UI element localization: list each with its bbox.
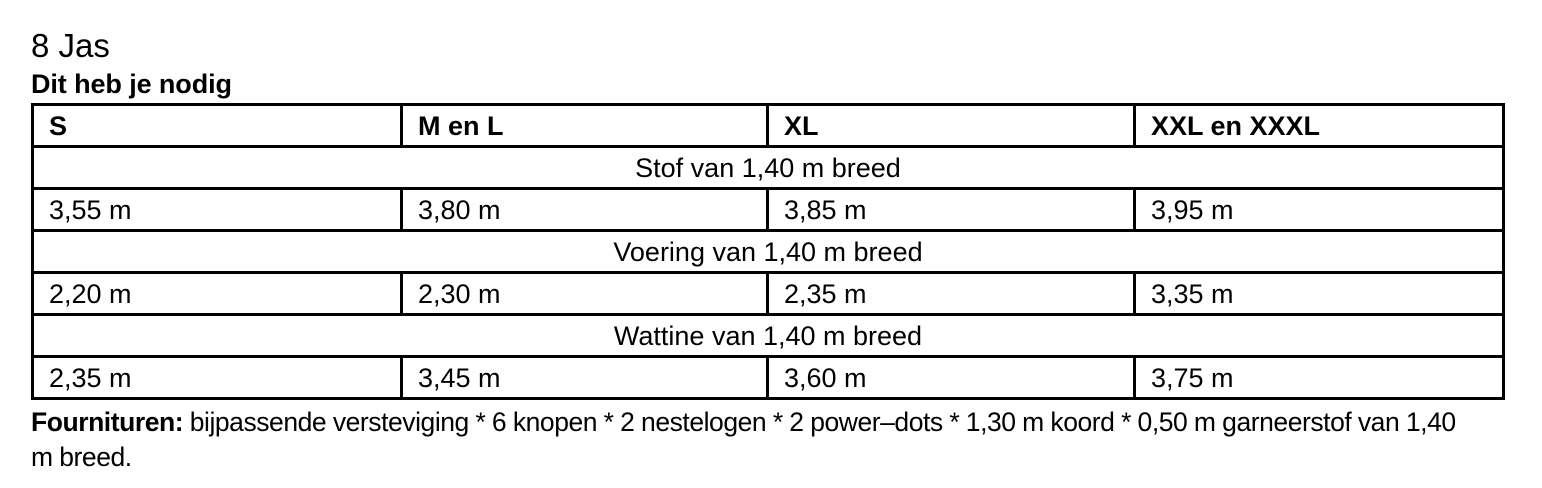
section-label-wattine: Wattine van 1,40 m breed	[32, 314, 1504, 358]
section-header-row: Wattine van 1,40 m breed	[32, 314, 1504, 358]
table-header-row: S M en L XL XXL en XXXL	[32, 104, 1504, 148]
cell-stof-m-en-l: 3,80 m	[400, 188, 768, 232]
page-subtitle: Dit heb je nodig	[31, 69, 232, 99]
cell-stof-s: 3,55 m	[32, 188, 402, 232]
table-row: 3,55 m 3,80 m 3,85 m 3,95 m	[32, 188, 1504, 232]
column-header-xl: XL	[766, 104, 1135, 148]
cell-wattine-m-en-l: 3,45 m	[400, 356, 768, 399]
cell-stof-xxl-en-xxxl: 3,95 m	[1133, 188, 1504, 232]
section-label-stof: Stof van 1,40 m breed	[32, 146, 1504, 190]
section-header-row: Stof van 1,40 m breed	[32, 146, 1504, 190]
section-label-voering: Voering van 1,40 m breed	[32, 230, 1504, 274]
cell-wattine-s: 2,35 m	[49, 362, 132, 393]
section-header-row: Voering van 1,40 m breed	[32, 230, 1504, 274]
column-header-m-en-l: M en L	[400, 104, 768, 148]
cell-voering-xxl-en-xxxl: 3,35 m	[1133, 272, 1504, 316]
cell-wattine-xxl-en-xxxl: 3,75 m	[1133, 356, 1504, 399]
column-header-s: S	[32, 104, 402, 148]
cell-wattine-xl: 3,60 m	[766, 356, 1135, 399]
table-row: 2,35 m 3,45 m 3,60 m 3,75 m	[33, 356, 1504, 399]
cell-voering-xl: 2,35 m	[766, 272, 1135, 316]
cell-voering-m-en-l: 2,30 m	[400, 272, 768, 316]
fournituren-label: Fournituren:	[31, 407, 184, 437]
column-header-xxl-en-xxxl: XXL en XXXL	[1133, 104, 1504, 148]
cell-stof-xl: 3,85 m	[766, 188, 1135, 232]
table-row: 2,20 m 2,30 m 2,35 m 3,35 m	[32, 272, 1504, 316]
requirements-table: S M en L XL XXL en XXXL Stof van 1,40 m …	[31, 103, 1505, 400]
fournituren-note: Fournituren: bijpassende versteviging * …	[31, 400, 1461, 475]
fournituren-text: bijpassende versteviging * 6 knopen * 2 …	[31, 407, 1456, 472]
page-title: 8 Jas	[31, 27, 110, 64]
cell-voering-s: 2,20 m	[32, 272, 402, 316]
document-page: 8 Jas Dit heb je nodig S M en L XL XXL e…	[31, 0, 1505, 475]
